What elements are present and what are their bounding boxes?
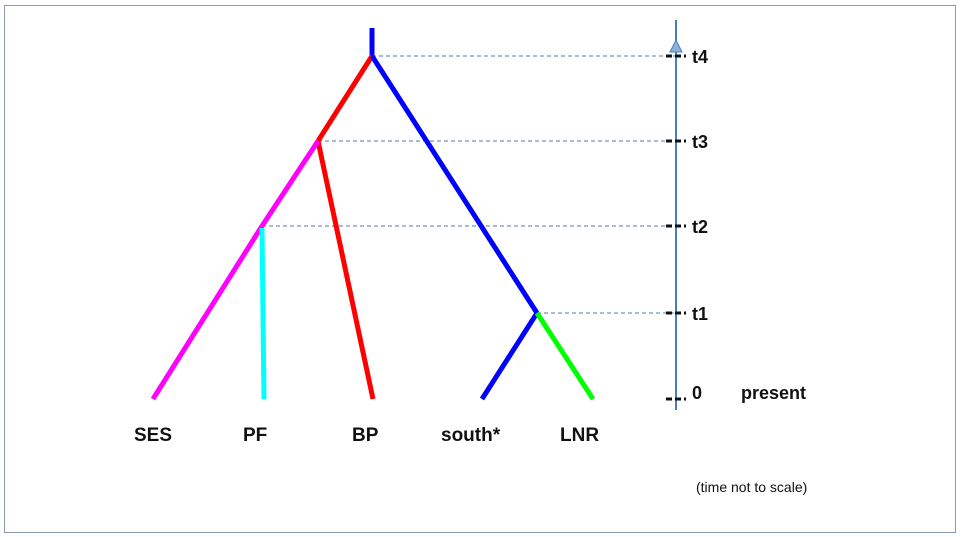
tip-label-pf: PF xyxy=(243,425,267,446)
tick-label-t1: t1 xyxy=(692,304,708,324)
tip-label-south: south* xyxy=(441,425,501,446)
tick-label-0: 0 xyxy=(692,383,702,403)
tip-label-lnr: LNR xyxy=(560,425,599,446)
branch-t2-to-ses xyxy=(150,224,265,401)
branch-t3-to-t2 xyxy=(259,139,321,228)
present-label: present xyxy=(741,383,806,403)
branch-t1-to-lnr xyxy=(534,311,596,401)
tip-label-ses: SES xyxy=(134,425,172,446)
figure-frame xyxy=(4,5,956,533)
time-axis-arrowhead xyxy=(669,38,683,53)
branch-t1-to-south xyxy=(479,311,540,401)
branch-t2-to-pf xyxy=(259,227,267,400)
tick-label-t3: t3 xyxy=(692,132,708,152)
tip-label-bp: BP xyxy=(352,425,379,446)
branch-root-to-t1 xyxy=(369,54,540,315)
branch-t3-to-bp xyxy=(315,140,376,400)
scale-note: (time not to scale) xyxy=(696,479,807,495)
tick-label-t4: t4 xyxy=(692,47,708,67)
branch-root-to-t3 xyxy=(315,54,375,143)
tick-label-t2: t2 xyxy=(692,217,708,237)
